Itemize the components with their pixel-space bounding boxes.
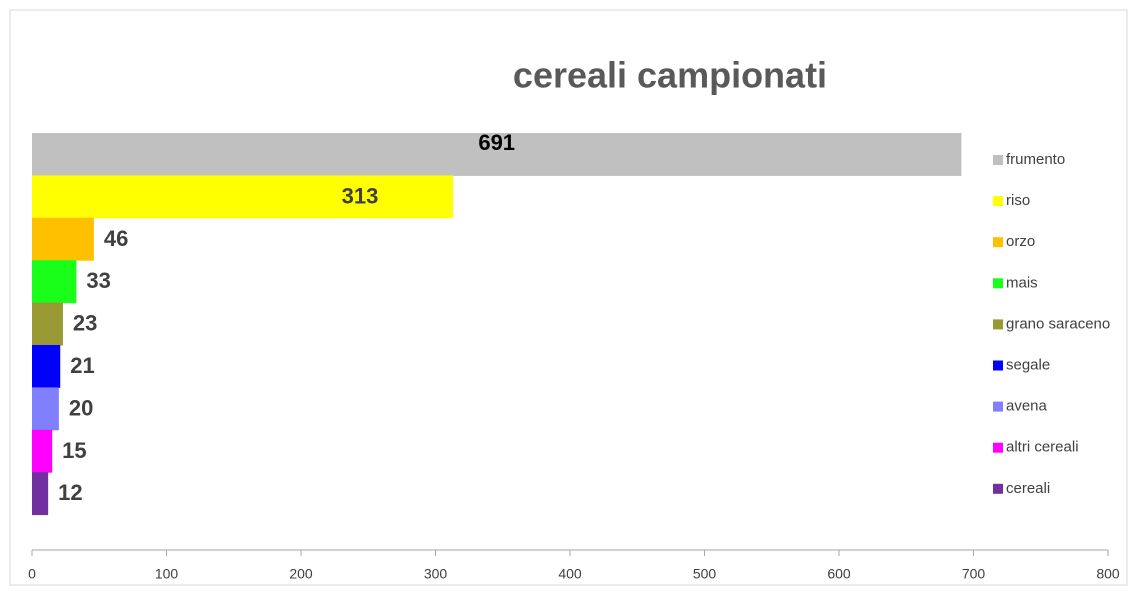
legend-label: cereali <box>1006 480 1050 497</box>
legend-label: riso <box>1006 192 1030 209</box>
legend-label: grano saraceno <box>1006 315 1110 332</box>
chart-border <box>9 9 1128 586</box>
data-label: 20 <box>69 395 93 420</box>
legend-label: frumento <box>1006 151 1065 168</box>
data-label: 313 <box>342 183 379 208</box>
chart-title: cereali campionati <box>513 55 827 96</box>
legend-swatch <box>993 483 1003 494</box>
x-tick-label: 300 <box>424 566 448 582</box>
x-tick-label: 500 <box>693 566 717 582</box>
data-label: 46 <box>104 226 128 251</box>
legend-swatch <box>993 401 1003 412</box>
bar <box>32 345 61 388</box>
x-tick-label: 100 <box>155 566 179 582</box>
legend-swatch <box>993 442 1003 453</box>
legend-label: mais <box>1006 274 1038 291</box>
data-label: 12 <box>58 480 82 505</box>
x-tick-label: 400 <box>558 566 582 582</box>
bar <box>32 472 49 516</box>
legend-swatch <box>993 319 1003 330</box>
legend-swatch <box>993 155 1003 165</box>
data-label: 23 <box>73 311 97 336</box>
bar <box>32 387 59 431</box>
bar <box>32 429 53 473</box>
legend-label: segale <box>1006 356 1050 373</box>
legend-swatch <box>993 237 1003 248</box>
data-label: 15 <box>62 438 86 463</box>
bar <box>32 133 962 176</box>
x-tick-label: 200 <box>289 566 313 582</box>
legend-label: orzo <box>1006 233 1035 250</box>
bar <box>32 260 77 304</box>
legend-label: avena <box>1006 398 1048 415</box>
legend-label: altri cereali <box>1006 439 1079 456</box>
x-tick-label: 700 <box>962 566 986 582</box>
bar <box>32 217 94 261</box>
x-tick-label: 0 <box>28 566 36 582</box>
bar <box>32 175 453 219</box>
data-label: 21 <box>70 353 94 378</box>
data-label: 691 <box>478 130 515 155</box>
x-tick-label: 600 <box>827 566 851 582</box>
x-tick-label: 800 <box>1096 566 1120 582</box>
data-label: 33 <box>86 268 110 293</box>
legend-swatch <box>993 196 1003 207</box>
legend-swatch <box>993 278 1003 289</box>
legend-swatch <box>993 360 1003 371</box>
bar <box>32 302 63 346</box>
